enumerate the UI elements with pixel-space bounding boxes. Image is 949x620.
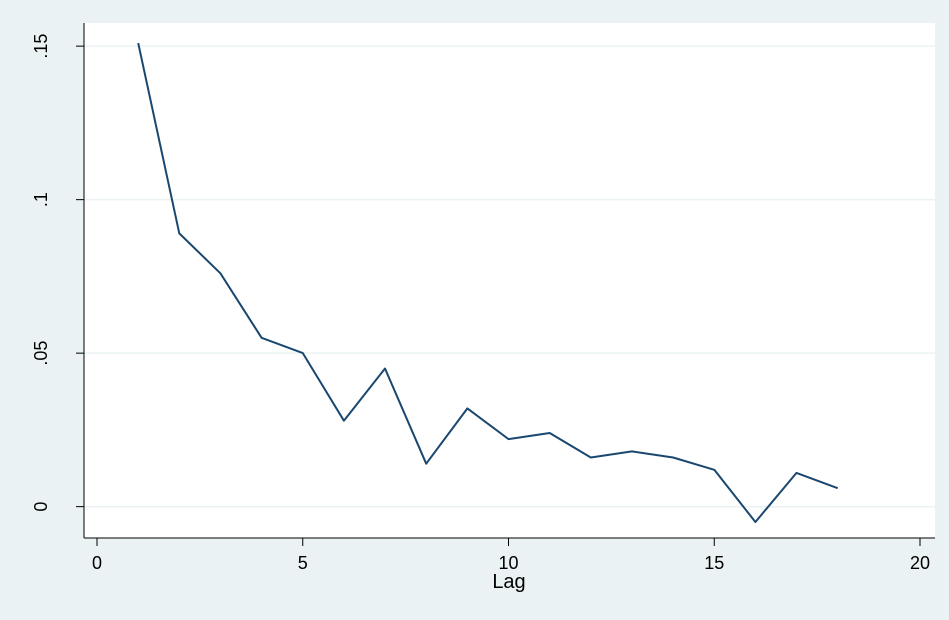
y-ticks: 0 .05 .1 .15 (31, 34, 84, 512)
x-tick-label: 5 (298, 553, 308, 573)
x-tick-label: 15 (704, 553, 724, 573)
y-tick-label: .15 (31, 34, 51, 59)
x-tick-label: 0 (92, 553, 102, 573)
y-tick-label: .1 (31, 192, 51, 207)
x-tick-label: 10 (498, 553, 518, 573)
y-tick-label: .05 (31, 341, 51, 366)
plot-background (84, 23, 935, 538)
x-axis-title: Lag (492, 571, 525, 593)
series-line (137, 42, 839, 523)
y-tick-label: 0 (31, 502, 51, 512)
gridlines (84, 45, 935, 508)
x-ticks: 0 5 10 15 20 (92, 538, 930, 573)
x-tick-label: 20 (910, 553, 930, 573)
series-group (137, 42, 839, 523)
